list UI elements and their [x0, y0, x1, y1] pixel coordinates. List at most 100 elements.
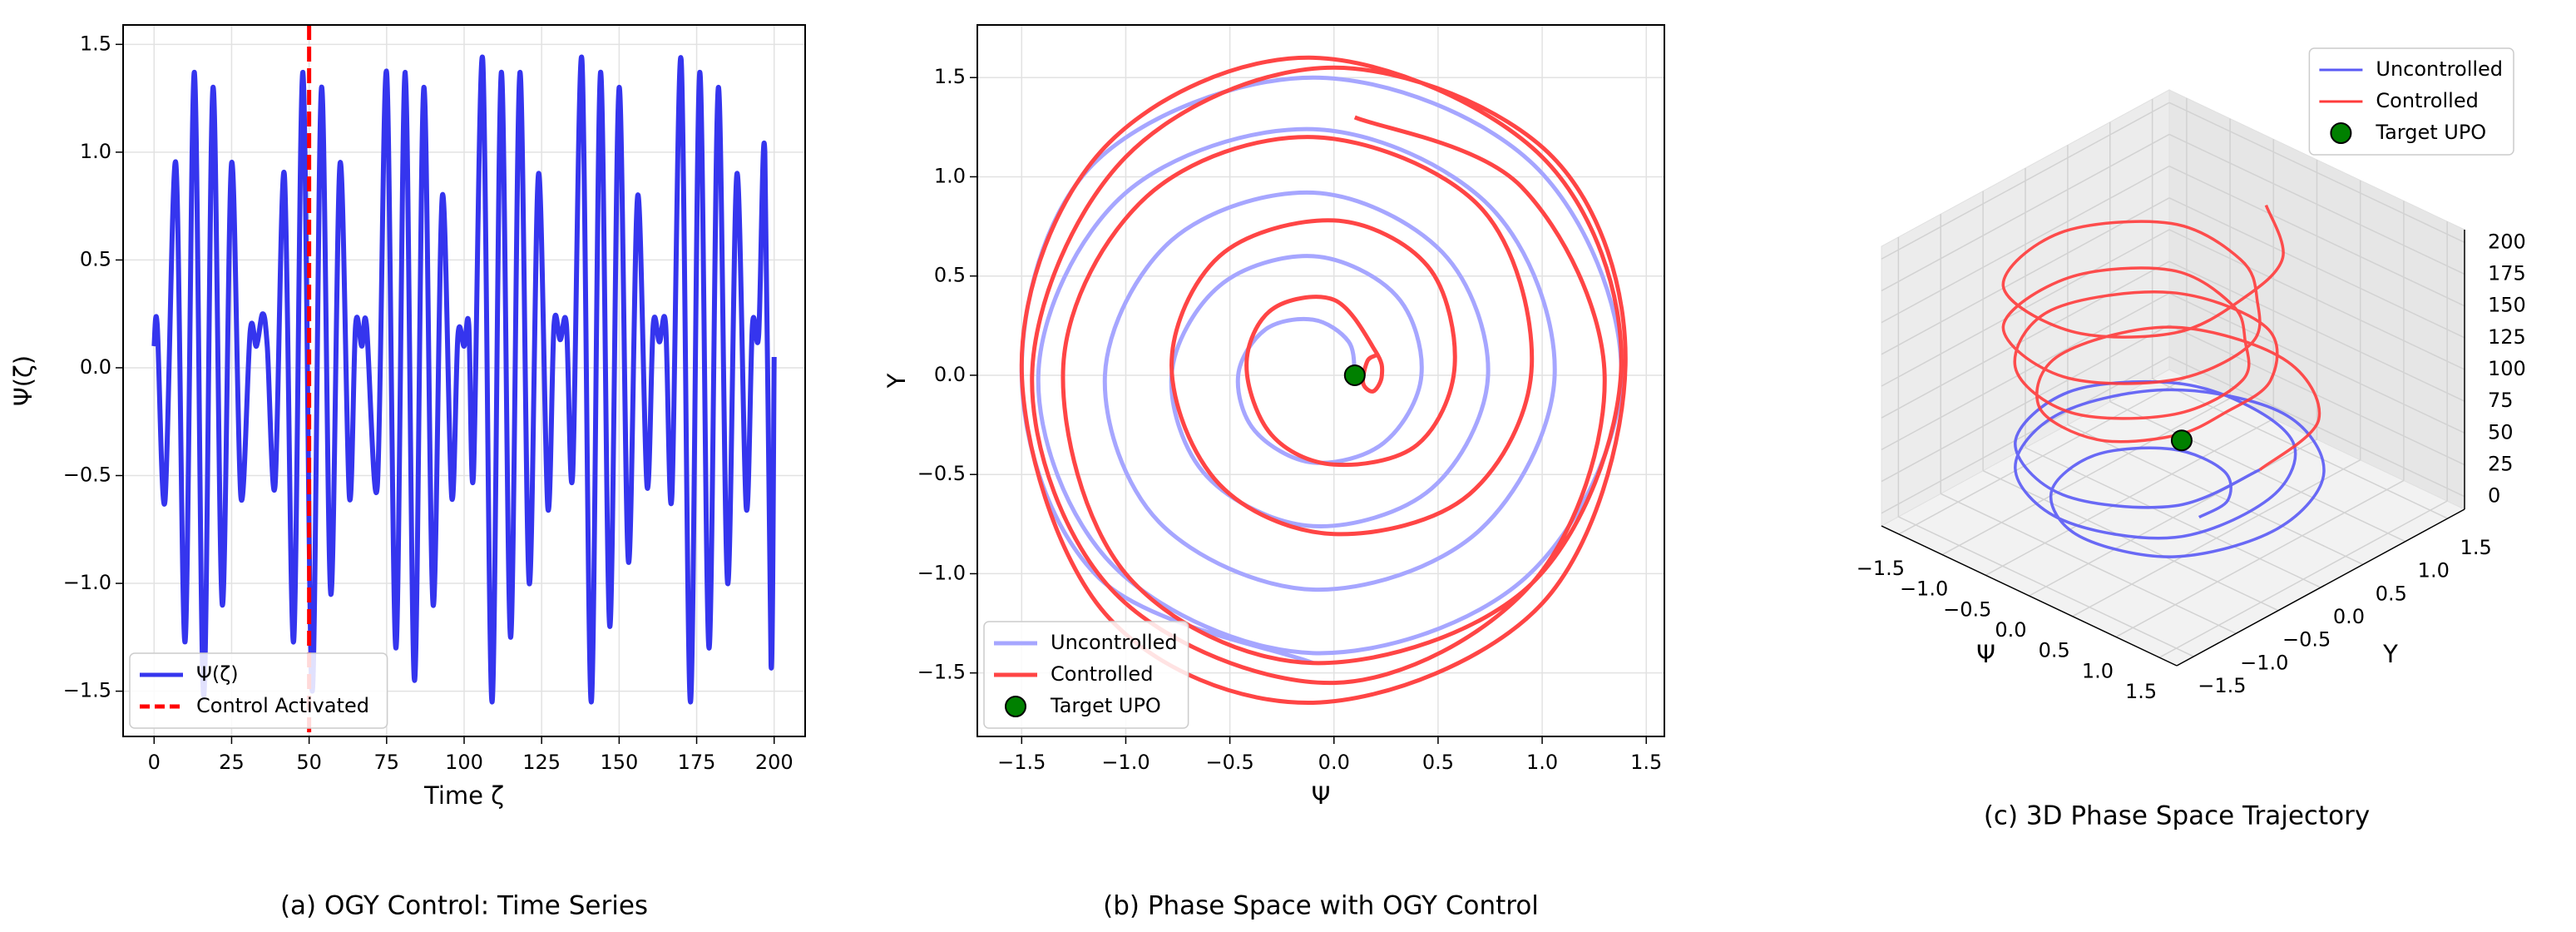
grid-line [1881, 102, 2170, 260]
caption: (c) 3D Phase Space Trajectory [1984, 801, 2370, 831]
grid-line [2152, 378, 2448, 519]
x-axis-label: Time ζ [423, 781, 504, 810]
caption: (a) OGY Control: Time Series [280, 891, 648, 921]
y-tick-label: 0.0 [934, 363, 966, 386]
x-tick-label: 175 [678, 751, 716, 774]
y-axis [2176, 508, 2465, 667]
y-tick-label: 0.5 [934, 264, 966, 287]
x-tick-label: −1.5 [1857, 557, 1905, 580]
marker [2170, 429, 2193, 452]
series-line [2001, 204, 2321, 471]
grid-line [2168, 102, 2465, 243]
x-tick-label: 25 [219, 751, 245, 774]
z-tick-label: 150 [2488, 294, 2526, 317]
y-tick-label: −1.0 [63, 571, 111, 594]
legend-label: Controlled [2376, 89, 2478, 112]
y-tick-label: 1.5 [934, 65, 966, 88]
x-axis-label: Ψ [1976, 640, 1995, 668]
grid-line [2025, 447, 2321, 588]
legend-marker [1005, 696, 1026, 717]
x-tick-label: 150 [600, 751, 638, 774]
x-tick-label: 0.5 [2039, 639, 2070, 662]
legend-box [2308, 47, 2514, 156]
x-tick-label: 1.5 [1630, 751, 1662, 774]
legend-marker [2330, 122, 2352, 144]
x-tick-label: 75 [374, 751, 400, 774]
x-tick-label: 1.5 [2125, 680, 2157, 703]
grid-line [1940, 493, 2237, 634]
legend-label: Ψ(ζ) [196, 662, 239, 686]
y-tick-label: 0.0 [2333, 605, 2365, 628]
grid-line [1881, 292, 2170, 451]
x-tick-label: 0.5 [1422, 751, 1454, 774]
z-tick-label: 200 [2488, 230, 2526, 253]
x-axis-label: Ψ [1312, 781, 1331, 810]
grid-line [2168, 260, 2465, 402]
x-tick-label: −1.0 [1900, 578, 1948, 601]
grid-line [2168, 133, 2465, 275]
y-tick-label: 1.5 [2460, 536, 2492, 559]
series-line [1019, 75, 1624, 666]
legend-label: Target UPO [1050, 694, 1161, 717]
y-tick-label: 1.0 [934, 164, 966, 187]
legend-box [983, 621, 1189, 729]
grid-line [1881, 133, 2170, 292]
grid-line [1881, 229, 2170, 387]
x-tick-label: 0.0 [1995, 618, 2026, 642]
x-tick-label: 200 [755, 751, 794, 774]
grid-line [1881, 324, 2170, 483]
z-tick-label: 25 [2488, 453, 2514, 476]
grid-line [1982, 469, 2279, 612]
x-tick-label: −1.0 [1101, 751, 1150, 774]
grid-line [1898, 516, 2194, 657]
y-axis-label: Y [2382, 640, 2398, 668]
y-axis-label: Y [883, 373, 911, 389]
legend-label: Uncontrolled [2376, 57, 2503, 81]
grid-line [1881, 260, 2170, 419]
grid-line [1881, 197, 2170, 355]
x-tick-label: 0 [148, 751, 161, 774]
legend-label: Controlled [1051, 662, 1153, 686]
y-tick-label: 0.0 [80, 355, 111, 379]
legend-label: Target UPO [2375, 121, 2486, 144]
y-tick-label: 0.5 [80, 247, 111, 270]
y-tick-label: −1.5 [917, 661, 966, 684]
grid-line [2168, 165, 2465, 307]
grid-line [1881, 165, 2170, 324]
x-tick-label: −0.5 [1205, 751, 1253, 774]
y-tick-label: 0.5 [2376, 582, 2407, 605]
legend-box [129, 652, 388, 729]
y-tick-label: −1.0 [2240, 651, 2288, 674]
caption: (b) Phase Space with OGY Control [1103, 891, 1539, 921]
y-tick-label: −1.0 [917, 561, 966, 584]
x-tick-label: 1.0 [1526, 751, 1558, 774]
x-tick-label: 100 [445, 751, 483, 774]
z-tick-label: 0 [2488, 484, 2500, 508]
z-tick-label: 50 [2488, 420, 2514, 444]
legend-label: Uncontrolled [1051, 631, 1178, 654]
marker [1343, 364, 1366, 386]
x-tick-label: 50 [296, 751, 322, 774]
axes-frame [122, 24, 806, 737]
y-tick-label: 1.5 [80, 32, 111, 55]
legend-label: Control Activated [196, 694, 369, 717]
series-line [1019, 55, 1628, 705]
x-axis [1881, 525, 2178, 667]
z-tick-label: 75 [2488, 389, 2514, 412]
series-line [151, 54, 777, 705]
y-tick-label: −1.5 [2198, 674, 2246, 697]
y-tick-label: −0.5 [63, 464, 111, 487]
y-axis-label: Ψ(ζ) [9, 355, 37, 406]
x-tick-label: −1.5 [997, 751, 1046, 774]
series-line [2014, 379, 2326, 558]
grid-line [2067, 424, 2364, 566]
grid-line [2168, 229, 2465, 370]
x-tick-label: 125 [522, 751, 561, 774]
y-tick-label: 1.0 [80, 140, 111, 163]
z-tick-label: 125 [2488, 325, 2526, 349]
y-tick-label: −0.5 [917, 462, 966, 485]
grid-line [2168, 324, 2465, 466]
y-tick-label: −1.5 [63, 679, 111, 702]
z-tick-label: 100 [2488, 357, 2526, 380]
